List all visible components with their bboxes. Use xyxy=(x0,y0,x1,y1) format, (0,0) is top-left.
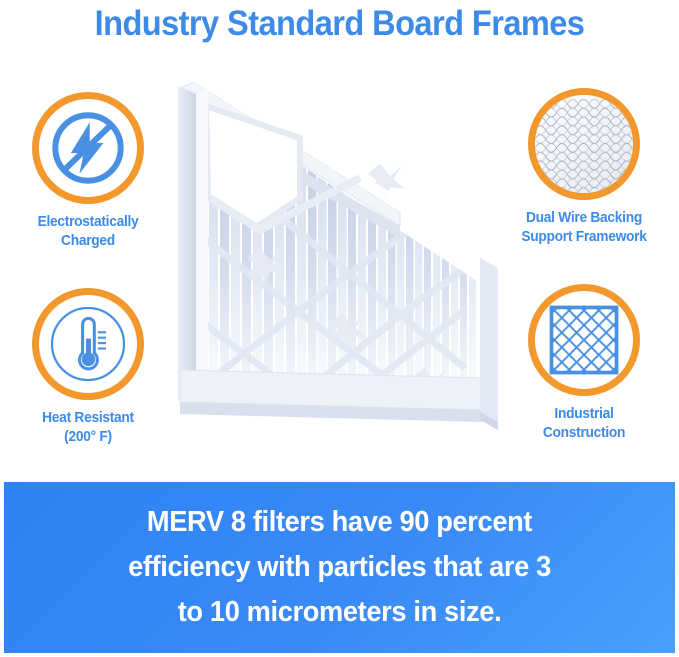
feature-caption: Industrial Construction xyxy=(508,405,660,443)
banner-line-2: efficiency with particles that are 3 xyxy=(128,551,551,583)
feature-heat-resistant: Heat Resistant (200° F) xyxy=(8,288,168,447)
feature-icon-ring xyxy=(528,284,640,396)
banner-line-3: to 10 micrometers in size. xyxy=(177,596,502,628)
feature-caption: Heat Resistant (200° F) xyxy=(12,409,164,447)
wire-mesh-photo-icon xyxy=(535,95,633,193)
banner-line-1: MERV 8 filters have 90 percent xyxy=(146,506,533,538)
feature-industrial-construction: Industrial Construction xyxy=(504,284,664,443)
feature-caption-line-2: Charged xyxy=(61,233,115,249)
feature-electrostatically-charged: Electrostatically Charged xyxy=(8,92,168,251)
feature-caption-line-2: Support Framework xyxy=(521,229,647,245)
feature-dual-wire-backing: Dual Wire Backing Support Framework xyxy=(504,88,664,247)
feature-caption-line-1: Electrostatically xyxy=(37,214,139,230)
feature-caption: Electrostatically Charged xyxy=(12,213,164,251)
feature-caption-line-2: (200° F) xyxy=(64,429,112,445)
feature-icon-ring xyxy=(528,88,640,200)
merv-rating-banner: MERV 8 filters have 90 percent efficienc… xyxy=(4,482,675,653)
page-title: Industry Standard Board Frames xyxy=(94,4,585,43)
feature-icon-ring xyxy=(32,288,144,400)
product-image-air-filter xyxy=(150,70,520,478)
feature-icon-ring xyxy=(32,92,144,204)
thermometer-icon xyxy=(39,295,137,393)
feature-caption-line-2: Construction xyxy=(542,425,626,441)
lattice-square-icon xyxy=(535,291,633,389)
feature-caption: Dual Wire Backing Support Framework xyxy=(508,209,660,247)
feature-caption-line-1: Heat Resistant xyxy=(42,410,134,426)
feature-caption-line-1: Dual Wire Backing xyxy=(526,210,642,226)
feature-caption-line-1: Industrial xyxy=(554,406,614,422)
no-lightning-bolt-icon xyxy=(39,99,137,197)
banner-text: MERV 8 filters have 90 percent efficienc… xyxy=(24,500,655,635)
